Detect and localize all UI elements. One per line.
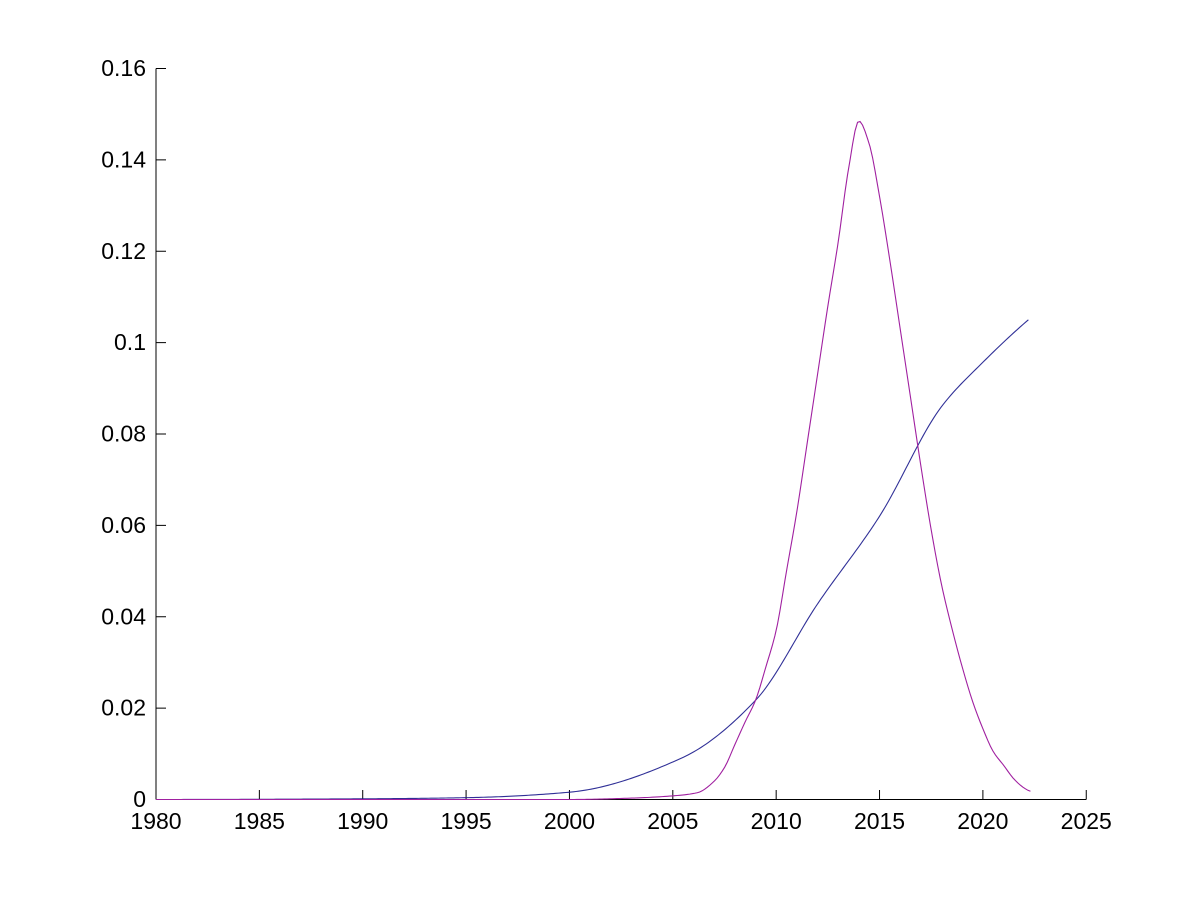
svg-text:2015: 2015 [854,808,905,834]
svg-text:0.02: 0.02 [101,695,146,721]
svg-text:1990: 1990 [337,808,388,834]
svg-text:0.06: 0.06 [101,512,146,538]
svg-text:0.12: 0.12 [101,238,146,264]
svg-text:0.04: 0.04 [101,603,146,629]
svg-text:2025: 2025 [1061,808,1112,834]
svg-text:1980: 1980 [130,808,181,834]
svg-text:2020: 2020 [957,808,1008,834]
svg-text:0.1: 0.1 [114,329,146,355]
svg-text:1995: 1995 [440,808,491,834]
svg-text:0.16: 0.16 [101,55,146,81]
svg-text:0.14: 0.14 [101,146,146,172]
svg-text:2005: 2005 [647,808,698,834]
svg-text:0.08: 0.08 [101,421,146,447]
svg-text:2000: 2000 [544,808,595,834]
svg-text:1985: 1985 [234,808,285,834]
svg-text:2010: 2010 [751,808,802,834]
